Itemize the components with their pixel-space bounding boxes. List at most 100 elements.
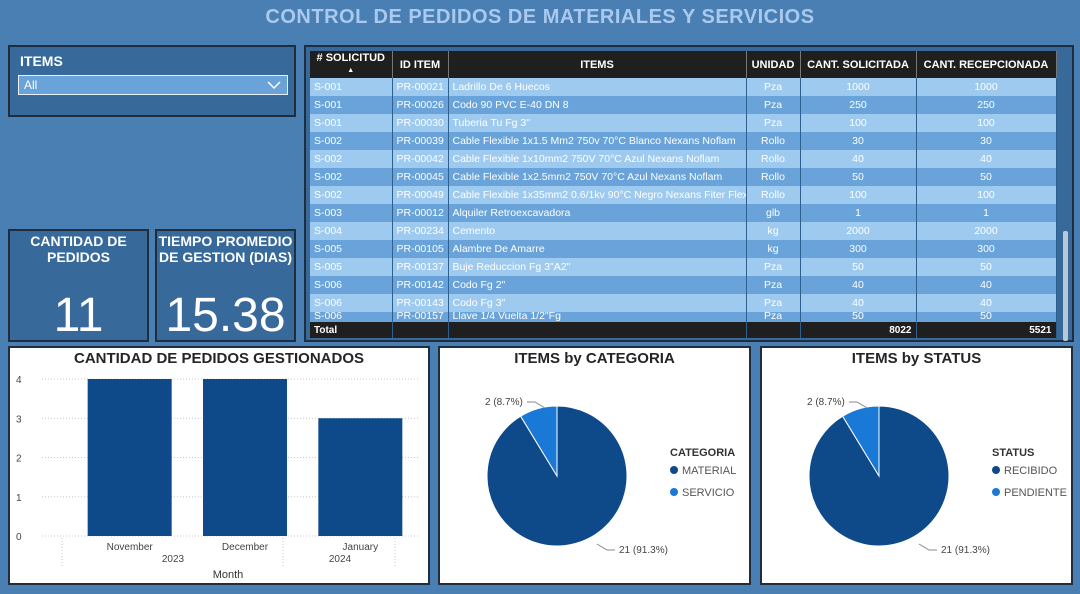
table-cell: Cable Flexible 1x10mm2 750V 70°C Azul Ne… xyxy=(448,150,747,168)
table-row[interactable]: S-005 PR-00105 Alambre De Amarre kg 300 300 xyxy=(310,240,1057,258)
table-cell: S-004 xyxy=(310,222,393,240)
data-label: 2 (8.7%) xyxy=(485,397,523,408)
table-cell: S-001 xyxy=(310,96,393,114)
table-cell: Codo Fg 3" xyxy=(448,294,747,312)
table-row[interactable]: S-002 PR-00042 Cable Flexible 1x10mm2 750V… xyxy=(310,150,1057,168)
table-cell: 40 xyxy=(916,150,1057,168)
table-cell: PR-00012 xyxy=(392,204,449,222)
table-cell: 100 xyxy=(800,186,917,204)
bar[interactable] xyxy=(87,379,172,536)
table-row[interactable]: S-002 PR-00045 Cable Flexible 1x2.5mm2 750… xyxy=(310,168,1057,186)
legend-entry[interactable]: MATERIAL xyxy=(682,465,736,477)
column-header[interactable]: CANT. RECEPCIONADA xyxy=(916,51,1057,78)
table-cell: Pza xyxy=(746,114,801,132)
data-label: 2 (8.7%) xyxy=(807,397,845,408)
pie-chart-categoria: 21 (91.3%) 2 (8.7%) CATEGORIA MATERIAL SERVI… xyxy=(485,397,736,556)
table-row[interactable]: S-004 PR-00234 Cemento kg 2000 2000 xyxy=(310,222,1057,240)
table-row[interactable]: S-006 PR-00157 Llave 1/4 Vuelta 1/2"Fg Pza 5… xyxy=(310,312,1057,322)
table-cell: Llave 1/4 Vuelta 1/2"Fg xyxy=(448,312,747,322)
table-cell: Cemento xyxy=(448,222,747,240)
table-cell: 50 xyxy=(916,258,1057,276)
legend-marker xyxy=(992,488,1000,496)
table-cell: S-002 xyxy=(310,150,393,168)
table-row[interactable]: S-001 PR-00030 Tuberia Tu Fg 3" Pza 100 100 xyxy=(310,114,1057,132)
legend-entry[interactable]: SERVICIO xyxy=(682,487,735,499)
table-cell: S-006 xyxy=(310,294,393,312)
table-cell: 2000 xyxy=(916,222,1057,240)
table-cell: 50 xyxy=(800,168,917,186)
table-cell: 250 xyxy=(916,96,1057,114)
table-cell: 1 xyxy=(916,204,1057,222)
table-cell: PR-00137 xyxy=(392,258,449,276)
table-cell: S-001 xyxy=(310,78,393,96)
table-cell: S-002 xyxy=(310,168,393,186)
chart-title: ITEMS by STATUS xyxy=(851,350,982,367)
table-row[interactable]: S-006 PR-00142 Codo Fg 2" Pza 40 40 xyxy=(310,276,1057,294)
table-scrollbar[interactable] xyxy=(1062,51,1069,341)
year-label: 2023 xyxy=(162,554,185,565)
table-cell: 40 xyxy=(916,276,1057,294)
card-value: 15.38 xyxy=(165,289,286,342)
table-cell: Codo 90 PVC E-40 DN 8 xyxy=(448,96,747,114)
table-cell: 40 xyxy=(916,294,1057,312)
table-row[interactable]: S-002 PR-00049 Cable Flexible 1x35mm2 0.6/… xyxy=(310,186,1057,204)
table-cell: 250 xyxy=(800,96,917,114)
table-cell: Pza xyxy=(746,294,801,312)
column-header[interactable]: UNIDAD xyxy=(746,51,801,78)
table-cell: Alquiler Retroexcavadora xyxy=(448,204,747,222)
scrollbar-thumb[interactable] xyxy=(1063,231,1068,341)
total-solicitada: 8022 xyxy=(800,322,917,338)
x-axis-title: Month xyxy=(213,569,244,581)
pie-slice[interactable] xyxy=(519,405,558,478)
chevron-down-icon xyxy=(267,79,281,93)
table-row[interactable]: S-001 PR-00026 Codo 90 PVC E-40 DN 8 Pza 250… xyxy=(310,96,1057,114)
table-cell: 40 xyxy=(800,150,917,168)
items-dropdown[interactable]: All xyxy=(18,75,288,95)
table-cell: Codo Fg 2" xyxy=(448,276,747,294)
dropdown-value: All xyxy=(24,78,38,92)
total-label: Total xyxy=(310,322,393,338)
legend-entry[interactable]: PENDIENTE xyxy=(1004,487,1067,499)
table-row[interactable]: S-006 PR-00143 Codo Fg 3" Pza 40 40 xyxy=(310,294,1057,312)
orders-table-panel: # SOLICITUD ▲ ID ITEM ITEMS UNIDAD CANT. SOLI… xyxy=(304,45,1074,342)
table-cell: 100 xyxy=(916,114,1057,132)
table-cell: 30 xyxy=(800,132,917,150)
card-cantidad-pedidos: CANTIDAD DE PEDIDOS 11 xyxy=(8,229,149,342)
legend-marker xyxy=(670,466,678,474)
table-cell: PR-00045 xyxy=(392,168,449,186)
y-tick-label: 0 xyxy=(16,532,22,543)
table-cell: S-002 xyxy=(310,186,393,204)
table-row[interactable]: S-001 PR-00021 Ladrillo De 6 Huecos Pza 1000… xyxy=(310,78,1057,96)
pie-chart-status-panel: ITEMS by STATUS 21 (91.3%) 2 (8.7%) STATUS… xyxy=(760,346,1073,585)
table-cell: PR-00042 xyxy=(392,150,449,168)
table-cell: Cable Flexible 1x1.5 Mm2 750v 70°C Blanc… xyxy=(448,132,747,150)
table-cell: Alambre De Amarre xyxy=(448,240,747,258)
column-header[interactable]: # SOLICITUD ▲ xyxy=(310,51,393,78)
table-cell: Pza xyxy=(746,96,801,114)
x-tick-label: December xyxy=(222,542,269,553)
bar[interactable] xyxy=(203,379,287,536)
table-row[interactable]: S-002 PR-00039 Cable Flexible 1x1.5 Mm2 75… xyxy=(310,132,1057,150)
table-cell: Ladrillo De 6 Huecos xyxy=(448,78,747,96)
table-cell: 100 xyxy=(800,114,917,132)
card-value: 11 xyxy=(53,289,104,342)
legend-marker xyxy=(992,466,1000,474)
card-label: DE GESTION (DIAS) xyxy=(158,249,292,265)
card-label: PEDIDOS xyxy=(46,249,110,265)
table-cell: Rollo xyxy=(746,186,801,204)
data-label: 21 (91.3%) xyxy=(619,545,668,556)
legend-title: CATEGORIA xyxy=(670,447,735,459)
total-recepcionada: 5521 xyxy=(916,322,1057,338)
table-row[interactable]: S-003 PR-00012 Alquiler Retroexcavadora glb… xyxy=(310,204,1057,222)
column-header[interactable]: ID ITEM xyxy=(392,51,449,78)
column-header[interactable]: ITEMS xyxy=(448,51,747,78)
column-header[interactable]: CANT. SOLICITADA xyxy=(800,51,917,78)
slicer-label: ITEMS xyxy=(20,53,63,69)
table-cell: 1000 xyxy=(800,78,917,96)
bar[interactable] xyxy=(318,418,403,536)
page-title: CONTROL DE PEDIDOS DE MATERIALES Y SERVI… xyxy=(265,6,815,28)
legend-entry[interactable]: RECIBIDO xyxy=(1004,465,1058,477)
pie-slice[interactable] xyxy=(841,405,880,478)
table-cell: Cable Flexible 1x2.5mm2 750V 70°C Azul N… xyxy=(448,168,747,186)
table-row[interactable]: S-005 PR-00137 Buje Reduccion Fg 3"A2" Pza 5… xyxy=(310,258,1057,276)
